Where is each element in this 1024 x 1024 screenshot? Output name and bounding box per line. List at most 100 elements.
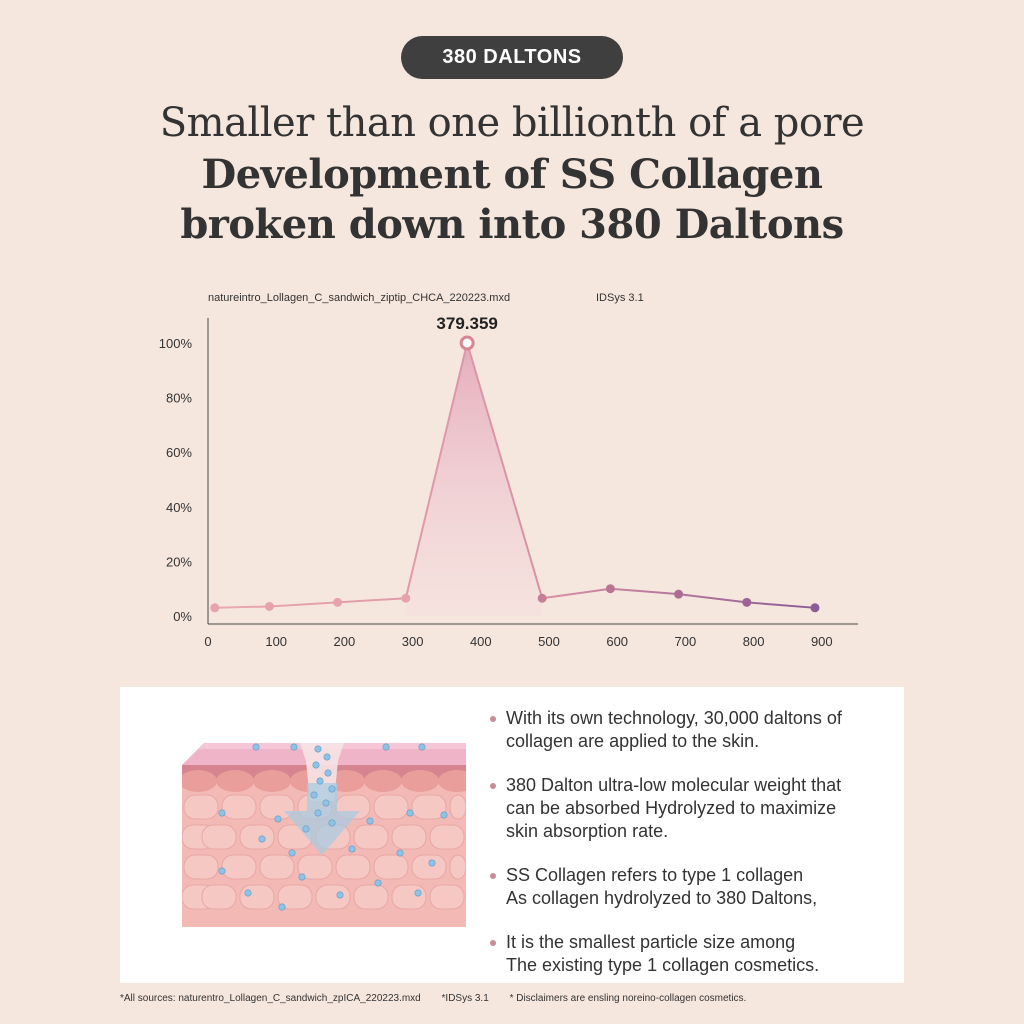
benefit-text-2c: skin absorption rate. (506, 821, 669, 841)
headline: Smaller than one billionth of a pore Dev… (0, 96, 1024, 250)
benefit-text-4b: The existing type 1 collagen cosmetics. (506, 955, 820, 975)
collagen-molecule (218, 867, 226, 875)
collagen-molecule (328, 785, 336, 793)
data-point (674, 589, 684, 599)
headline-line-3: broken down into 380 Daltons (180, 201, 844, 248)
collagen-molecule (336, 891, 344, 899)
skin-cell (353, 884, 389, 910)
collagen-molecule (323, 753, 331, 761)
skin-cell (449, 794, 466, 820)
x-tick-label: 400 (470, 634, 492, 649)
collagen-molecule (314, 809, 322, 817)
collagen-molecule (290, 743, 298, 751)
data-point (264, 601, 274, 611)
benefit-text-3a: SS Collagen refers to type 1 collagen (506, 865, 804, 885)
x-tick-label: 200 (334, 634, 356, 649)
collagen-molecule (414, 889, 422, 897)
benefit-item: SS Collagen refers to type 1 collagen As… (488, 864, 888, 910)
x-tick-label: 500 (538, 634, 560, 649)
skin-cell (391, 884, 427, 910)
series-line (214, 339, 816, 609)
daltons-badge: 380 DALTONS (401, 36, 623, 79)
skin-cell (353, 824, 389, 850)
benefit-text-3b: As collagen hydrolyzed to 380 Daltons, (506, 888, 818, 908)
collagen-molecule (374, 879, 382, 887)
y-tick-label: 20% (166, 554, 192, 569)
benefit-item: With its own technology, 30,000 daltons … (488, 707, 888, 753)
collagen-molecule (278, 903, 286, 911)
collagen-molecule (396, 849, 404, 857)
skin-scallop (401, 770, 439, 792)
skin-cell (183, 854, 219, 880)
footnote-sources: *All sources: naturentro_Lollagen_C_sand… (120, 993, 421, 1004)
collagen-molecule (366, 817, 374, 825)
skin-cell (259, 854, 295, 880)
skin-scallop (364, 770, 402, 792)
collagen-molecule (312, 761, 320, 769)
skin-cell (411, 794, 447, 820)
skin-cell (297, 854, 333, 880)
y-tick-label: 0% (173, 609, 192, 624)
collagen-molecule (258, 835, 266, 843)
collagen-molecules (218, 743, 448, 911)
x-tick-label: 600 (606, 634, 628, 649)
skin-cell (373, 854, 409, 880)
skin-cell (221, 854, 257, 880)
collagen-molecule (252, 743, 260, 751)
collagen-molecule (310, 791, 318, 799)
chart-file-name: natureintro_Lollagen_C_sandwich_ziptip_C… (208, 292, 511, 304)
skin-cell (201, 824, 237, 850)
skin-scallop (182, 770, 217, 792)
skin-cell (429, 884, 465, 910)
benefit-item: 380 Dalton ultra-low molecular weight th… (488, 774, 888, 843)
data-point (810, 603, 820, 613)
collagen-molecule (382, 743, 390, 751)
x-tick-label: 0 (204, 634, 211, 649)
x-tick-label: 300 (402, 634, 424, 649)
x-tick-label: 900 (811, 634, 833, 649)
benefit-list: With its own technology, 30,000 daltons … (488, 707, 888, 998)
collagen-molecule (406, 809, 414, 817)
benefit-text-1a: With its own technology, 30,000 daltons … (506, 708, 842, 728)
skin-cell (221, 794, 257, 820)
footnote: *All sources: naturentro_Lollagen_C_sand… (120, 993, 764, 1004)
benefit-text-2a: 380 Dalton ultra-low molecular weight th… (506, 775, 842, 795)
skin-scallop (216, 770, 254, 792)
skin-absorption-illustration (182, 743, 466, 927)
skin-cell (411, 854, 447, 880)
peak-value-label: 379.359 (436, 314, 497, 333)
skin-cell (335, 854, 371, 880)
collagen-molecule (322, 799, 330, 807)
chart-axes (207, 318, 858, 625)
skin-cell (373, 794, 409, 820)
bullet-dot-icon (490, 783, 496, 789)
chart-series: 379.359 (210, 314, 820, 616)
data-point (605, 584, 615, 594)
down-arrow-icon (284, 783, 360, 855)
collagen-molecule (274, 815, 282, 823)
x-tick-label: 100 (265, 634, 287, 649)
skin-cell (277, 884, 313, 910)
footnote-system: *IDSys 3.1 (441, 993, 489, 1004)
peak-area (405, 343, 543, 616)
y-tick-label: 40% (166, 500, 192, 515)
benefit-item: It is the smallest particle size among T… (488, 931, 888, 977)
data-point (210, 603, 220, 613)
collagen-molecule (328, 819, 336, 827)
y-tick-label: 60% (166, 445, 192, 460)
skin-scallop (438, 770, 466, 792)
y-tick-label: 100% (159, 336, 193, 351)
chart-tick-labels: 100% 80% 60% 40% 20% 0% 0 100 200 300 400 500 600 700… (159, 336, 833, 649)
data-point (401, 593, 411, 603)
collagen-molecule (244, 889, 252, 897)
chart-system-name: IDSys 3.1 (596, 292, 644, 304)
benefit-text-2b: can be absorbed Hydrolyzed to maximize (506, 798, 837, 818)
collagen-molecule (440, 811, 448, 819)
collagen-molecule (302, 825, 310, 833)
skin-cell (449, 854, 466, 880)
collagen-molecule (324, 769, 332, 777)
y-tick-label: 80% (166, 391, 192, 406)
bullet-dot-icon (490, 940, 496, 946)
data-point (742, 597, 752, 607)
headline-line-2: Development of SS Collagen (201, 151, 823, 198)
